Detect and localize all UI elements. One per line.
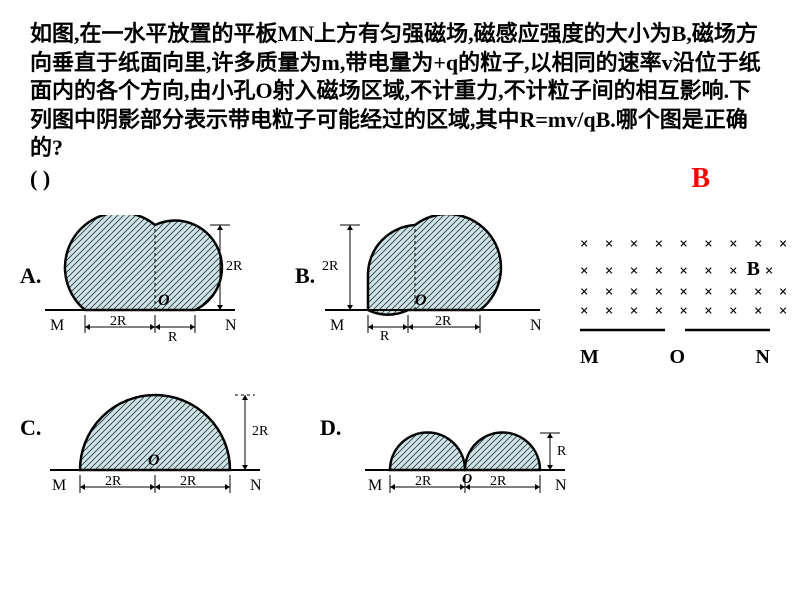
- svg-text:O: O: [148, 452, 160, 469]
- svg-text:M: M: [52, 477, 66, 494]
- option-b-svg: O M N R 2R 2R: [300, 215, 560, 345]
- svg-text:R: R: [557, 444, 567, 459]
- field-row: × × × × × × × × ×: [580, 302, 770, 322]
- field-baseline: [580, 325, 770, 335]
- field-n-label: N: [756, 343, 770, 371]
- svg-text:2R: 2R: [490, 474, 507, 489]
- magnetic-field-diagram: × × × × × × × × × × × × × × × × B × × × …: [580, 235, 770, 371]
- svg-text:2R: 2R: [415, 474, 432, 489]
- diagrams-container: A. O M N: [0, 195, 800, 575]
- svg-text:2R: 2R: [226, 259, 243, 274]
- option-a-label: A.: [20, 263, 41, 289]
- field-o-label: O: [669, 343, 685, 371]
- field-m-label: M: [580, 343, 599, 371]
- svg-text:O: O: [462, 472, 472, 487]
- correct-answer: B: [691, 163, 710, 195]
- svg-text:2R: 2R: [110, 314, 127, 329]
- svg-text:R: R: [380, 329, 390, 344]
- field-row: × × × × × × × B ×: [580, 255, 770, 283]
- svg-text:O: O: [415, 292, 427, 309]
- option-a-svg: O M N 2R R 2R: [40, 215, 280, 345]
- svg-text:2R: 2R: [252, 424, 269, 439]
- option-b-diagram: O M N R 2R 2R: [300, 215, 560, 350]
- svg-text:N: N: [555, 477, 567, 494]
- option-c-diagram: O M N 2R 2R 2R: [40, 375, 300, 510]
- option-d-svg: O M N 2R 2R R: [350, 375, 610, 505]
- option-c-svg: O M N 2R 2R 2R: [40, 375, 300, 505]
- svg-text:2R: 2R: [180, 474, 197, 489]
- svg-text:M: M: [368, 477, 382, 494]
- svg-text:2R: 2R: [435, 314, 452, 329]
- field-labels: M O N: [580, 343, 770, 371]
- svg-text:2R: 2R: [322, 259, 339, 274]
- option-a-origin: O: [158, 292, 170, 309]
- option-d-label: D.: [320, 415, 341, 441]
- svg-text:2R: 2R: [105, 474, 122, 489]
- field-row: × × × × × × × × ×: [580, 283, 770, 303]
- option-d-diagram: O M N 2R 2R R: [350, 375, 610, 510]
- option-a-diagram: O M N 2R R 2R: [40, 215, 280, 350]
- svg-text:M: M: [330, 317, 344, 334]
- option-c-label: C.: [20, 415, 41, 441]
- svg-text:R: R: [168, 330, 178, 345]
- field-row: × × × × × × × × ×: [580, 235, 770, 255]
- svg-text:N: N: [250, 477, 262, 494]
- svg-text:N: N: [530, 317, 542, 334]
- svg-text:M: M: [50, 317, 64, 334]
- question-text: 如图,在一水平放置的平板MN上方有匀强磁场,磁感应强度的大小为B,磁场方向垂直于…: [0, 0, 800, 163]
- answer-slot-row: ( ) B: [0, 163, 800, 195]
- svg-text:N: N: [225, 317, 237, 334]
- answer-parentheses: ( ): [30, 166, 50, 192]
